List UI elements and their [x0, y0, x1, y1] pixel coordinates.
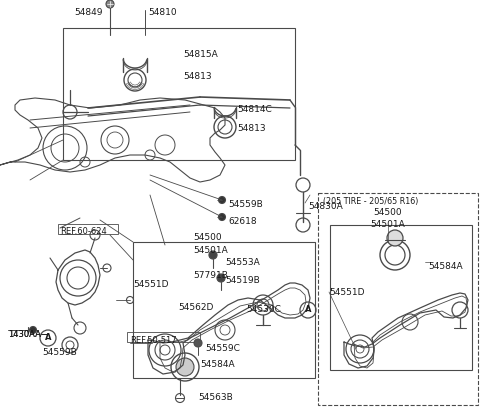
Bar — [63, 28, 295, 160]
Text: 54500: 54500 — [193, 233, 222, 242]
Circle shape — [29, 326, 36, 333]
Circle shape — [218, 196, 226, 204]
Bar — [133, 242, 315, 378]
Text: 54810: 54810 — [148, 8, 177, 17]
Text: 54519B: 54519B — [225, 276, 260, 285]
Text: 54559B: 54559B — [228, 200, 263, 209]
Text: 54813: 54813 — [237, 124, 265, 133]
Text: 1430AA—: 1430AA— — [8, 330, 49, 339]
Text: 62618: 62618 — [228, 217, 257, 226]
Text: 54500: 54500 — [374, 208, 402, 217]
Text: 54815A: 54815A — [183, 50, 218, 59]
Text: A: A — [305, 306, 311, 315]
Circle shape — [209, 251, 217, 259]
Circle shape — [176, 358, 194, 376]
Text: 54813: 54813 — [183, 72, 212, 81]
Circle shape — [218, 213, 226, 220]
Text: (205 TIRE - 205/65 R16): (205 TIRE - 205/65 R16) — [323, 197, 419, 206]
Text: 54530C: 54530C — [246, 305, 281, 314]
Text: 54553A: 54553A — [225, 258, 260, 267]
Text: 54830A: 54830A — [308, 202, 343, 211]
Circle shape — [194, 339, 202, 347]
Bar — [58, 224, 118, 234]
Text: 1430AA—: 1430AA— — [8, 330, 49, 339]
Bar — [318, 193, 478, 405]
Text: REF.60-624: REF.60-624 — [60, 227, 107, 236]
Circle shape — [387, 230, 403, 246]
Text: 54559B: 54559B — [42, 348, 77, 357]
Text: 57791B: 57791B — [193, 271, 228, 280]
Circle shape — [217, 274, 225, 282]
Text: 54849: 54849 — [74, 8, 103, 17]
Text: 54501A: 54501A — [193, 246, 228, 255]
Text: REF.50-517: REF.50-517 — [130, 336, 177, 345]
Text: 54551D: 54551D — [329, 288, 364, 297]
Bar — [127, 332, 200, 342]
Text: 54814C: 54814C — [237, 105, 272, 114]
Bar — [330, 225, 472, 370]
Circle shape — [106, 0, 114, 8]
Text: 54584A: 54584A — [428, 262, 463, 271]
Text: 54563B: 54563B — [198, 393, 233, 402]
Text: 54559C: 54559C — [205, 344, 240, 353]
Text: 54551D: 54551D — [133, 280, 168, 289]
Text: 54501A: 54501A — [371, 220, 406, 229]
Text: 54584A: 54584A — [200, 360, 235, 369]
Text: 54562D: 54562D — [178, 303, 214, 312]
Text: A: A — [45, 333, 51, 342]
